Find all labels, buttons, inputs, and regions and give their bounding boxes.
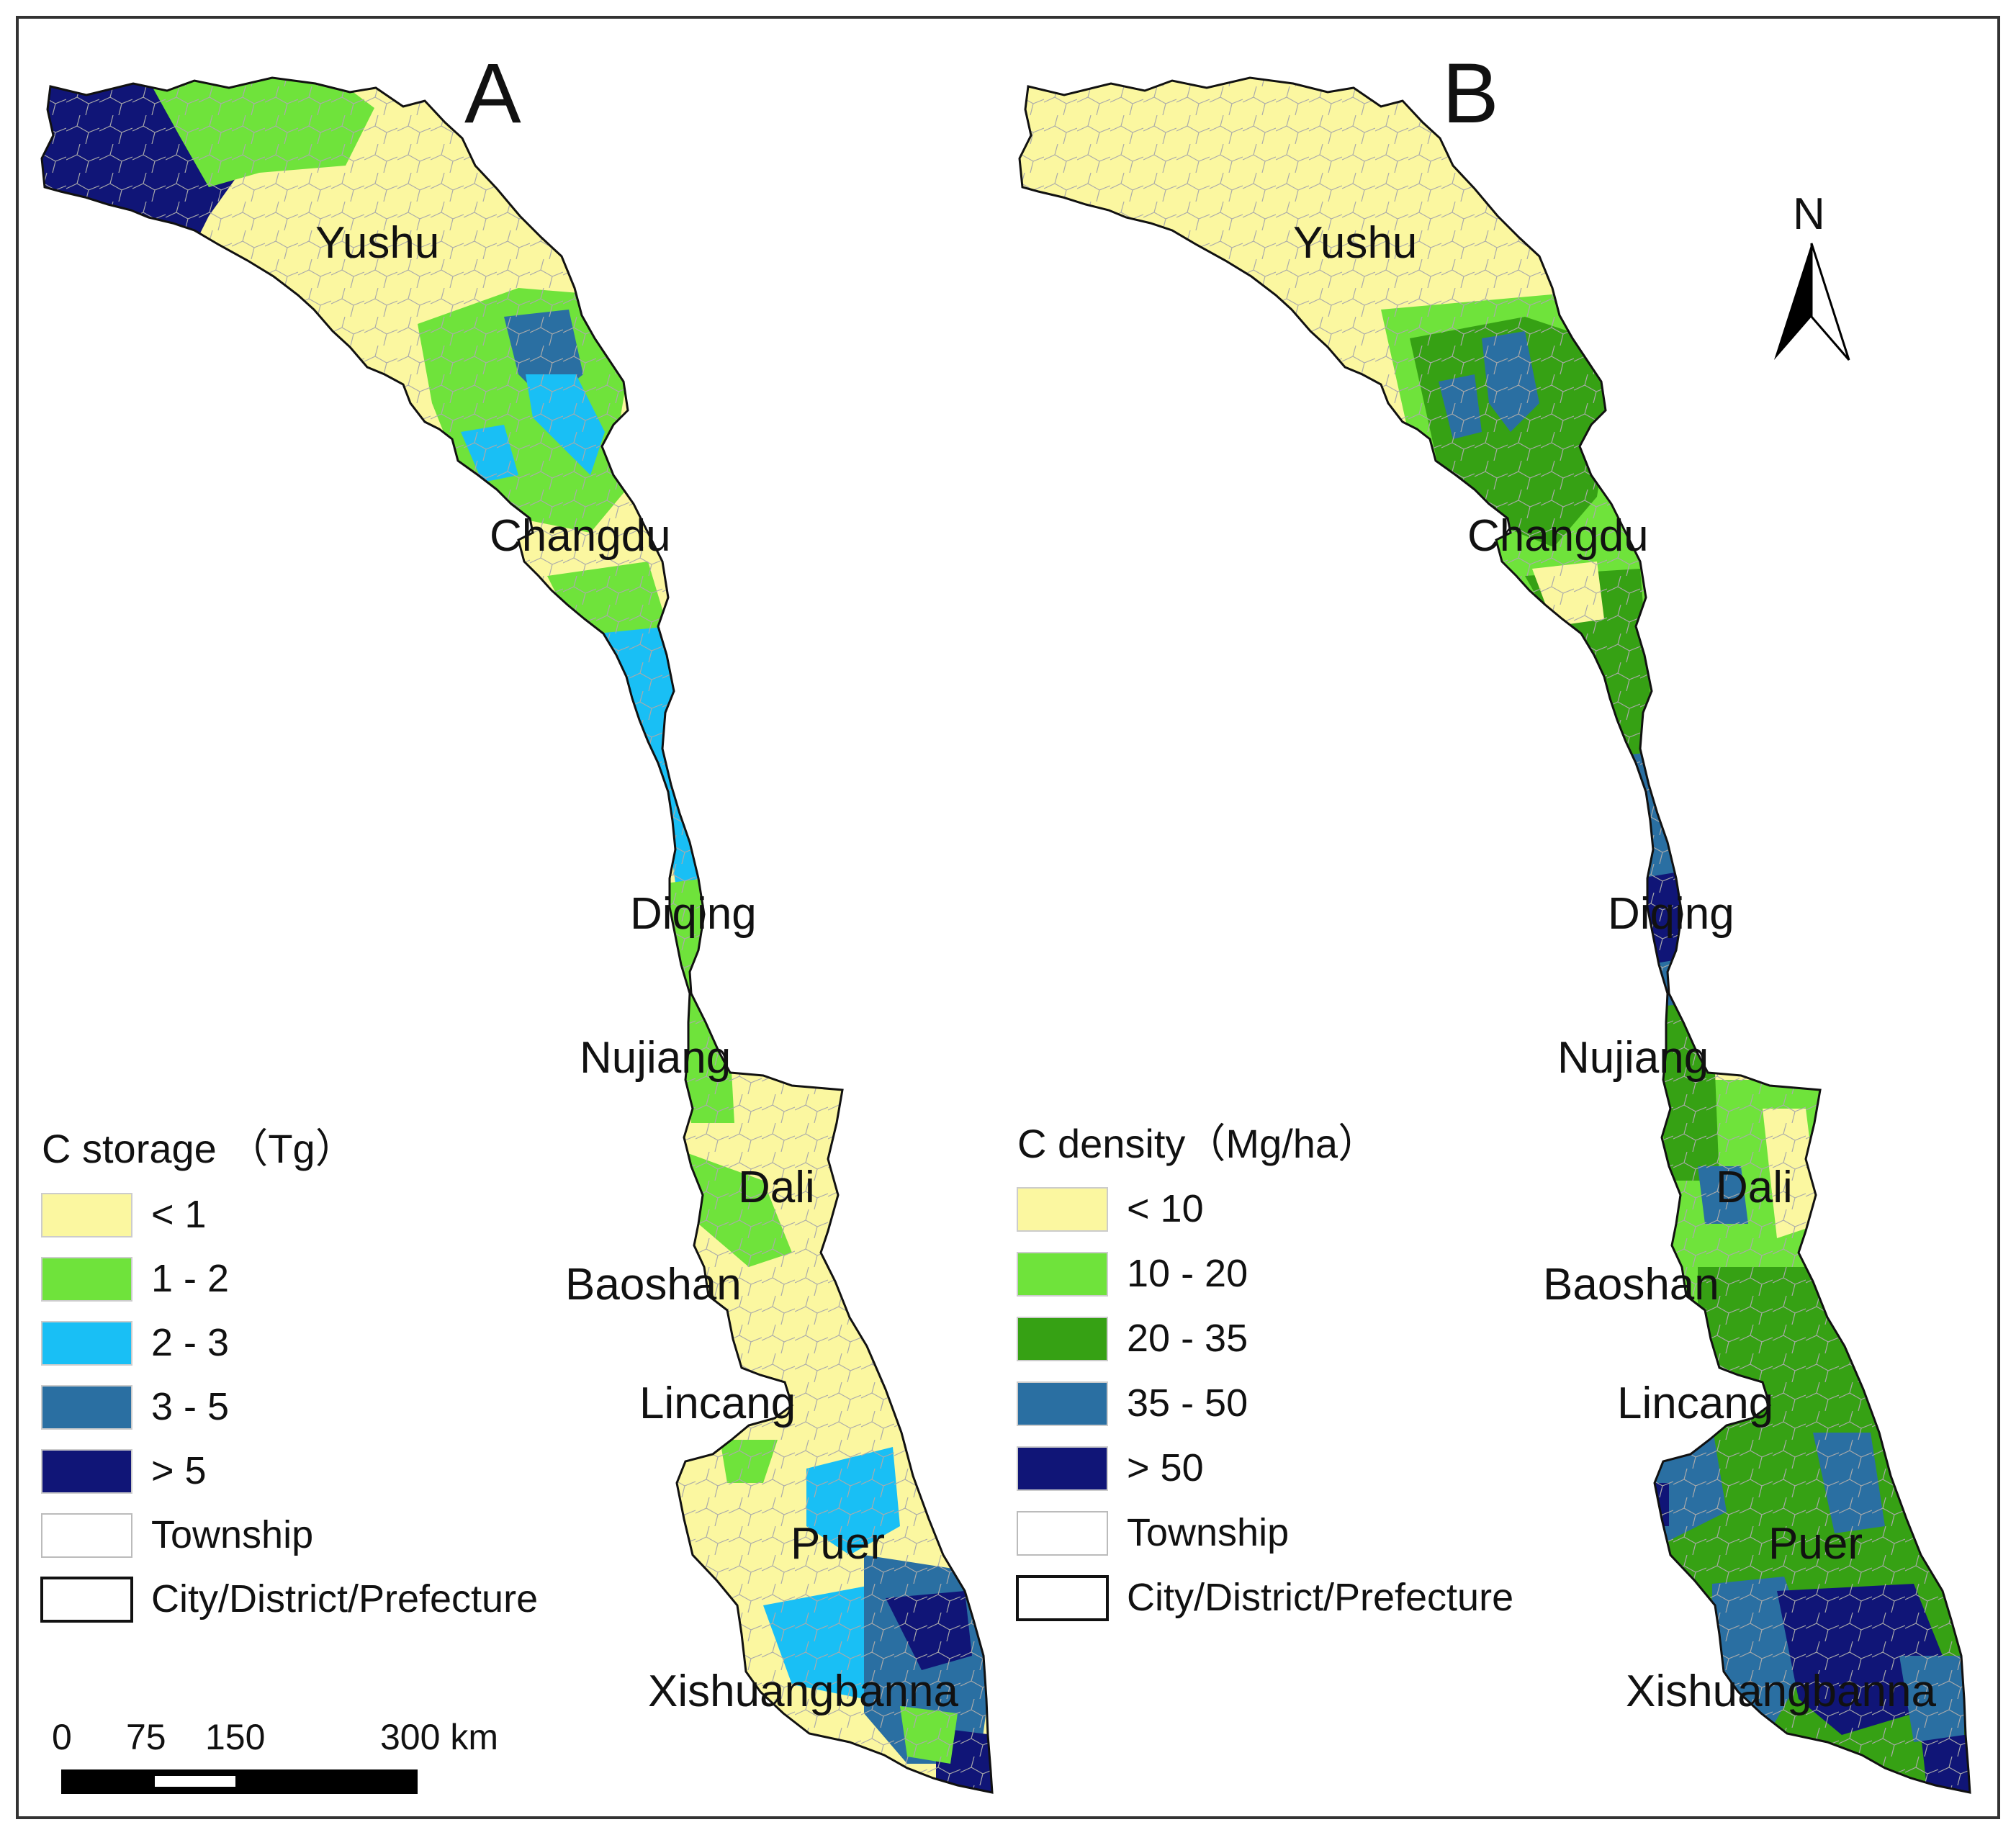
scale-bar-segment-white (155, 1776, 235, 1787)
legend-b-swatch-1 (1017, 1187, 1108, 1232)
place-label-yushu: Yushu (1293, 218, 1417, 268)
legend-b-title: C density（Mg/ha） (1017, 1121, 1378, 1166)
legend-a-swatch-4 (41, 1385, 132, 1430)
place-label-xishuangbanna: Xishuangbanna (648, 1667, 958, 1716)
north-arrow-right-half (1810, 243, 1850, 361)
place-label-yushu: Yushu (315, 218, 439, 268)
legend-a-swatch-2 (41, 1257, 132, 1302)
place-label-dali: Dali (1716, 1163, 1793, 1212)
place-label-puer: Puer (1768, 1519, 1863, 1569)
legend-b-swatch-3 (1017, 1317, 1108, 1361)
legend-a-label-3: 2 - 3 (151, 1321, 229, 1364)
legend-b-swatch-5 (1017, 1446, 1108, 1491)
scale-bar-outline (61, 1769, 418, 1794)
panel-a-letter: A (464, 46, 521, 141)
legend-a-label-2: 1 - 2 (151, 1257, 229, 1300)
outer-frame (16, 16, 2000, 1819)
scale-tick-label-300: 300 km (380, 1717, 498, 1757)
legend-b-swatch-township (1017, 1511, 1108, 1556)
panel-b-place-labels: Yushu Changdu Diqing Nujiang Dali Baosha… (1293, 218, 1936, 1716)
scale-tick-label-0: 0 (52, 1717, 72, 1757)
panel-b-legend: C density（Mg/ha） < 10 10 - 20 20 - 35 35… (1016, 1121, 1513, 1621)
legend-a-swatch-township (41, 1513, 132, 1558)
legend-a-label-township: Township (151, 1513, 313, 1556)
place-label-lincang: Lincang (639, 1379, 796, 1428)
legend-b-label-5: > 50 (1127, 1446, 1204, 1489)
legend-a-label-5: > 5 (151, 1449, 207, 1492)
north-arrow-label: N (1793, 189, 1825, 239)
place-label-nujiang: Nujiang (1557, 1033, 1709, 1083)
legend-a-swatch-1 (41, 1193, 132, 1237)
place-label-changdu: Changdu (1467, 511, 1649, 561)
legend-b-label-township: Township (1127, 1511, 1289, 1554)
panel-a: A Yushu Changdu Diqing Nujiang Dali Baos… (40, 46, 994, 1794)
legend-a-swatch-boundary (40, 1577, 133, 1623)
place-label-diqing: Diqing (630, 889, 757, 939)
place-label-baoshan: Baoshan (565, 1260, 742, 1309)
scale-tick-label-150: 150 (205, 1717, 265, 1757)
panel-b-letter: B (1442, 46, 1499, 141)
legend-a-swatch-3 (41, 1321, 132, 1366)
legend-a-label-4: 3 - 5 (151, 1385, 229, 1428)
legend-b-label-1: < 10 (1127, 1187, 1204, 1230)
legend-b-label-3: 20 - 35 (1127, 1317, 1248, 1360)
legend-b-swatch-boundary (1016, 1575, 1109, 1621)
place-label-xishuangbanna: Xishuangbanna (1626, 1667, 1936, 1716)
legend-b-label-4: 35 - 50 (1127, 1381, 1248, 1425)
legend-b-label-2: 10 - 20 (1127, 1252, 1248, 1295)
place-label-dali: Dali (738, 1163, 815, 1212)
panel-a-place-labels: Yushu Changdu Diqing Nujiang Dali Baosha… (315, 218, 958, 1716)
legend-a-label-1: < 1 (151, 1193, 207, 1236)
place-label-diqing: Diqing (1608, 889, 1734, 939)
north-arrow-left-half (1774, 243, 1812, 360)
legend-b-swatch-2 (1017, 1252, 1108, 1297)
place-label-nujiang: Nujiang (580, 1033, 731, 1083)
panel-b: B Yushu Changdu Diqing Nujiang Dali Baos… (1016, 46, 1971, 1794)
place-label-lincang: Lincang (1617, 1379, 1773, 1428)
legend-b-label-boundary: City/District/Prefecture (1127, 1576, 1513, 1619)
legend-b-swatch-4 (1017, 1381, 1108, 1426)
panel-a-legend: C storage （Tg） < 1 1 - 2 2 - 3 3 - 5 > 5… (40, 1126, 538, 1623)
scale-bar: 0 75 150 300 km (52, 1717, 498, 1794)
place-label-changdu: Changdu (490, 511, 671, 561)
legend-a-label-boundary: City/District/Prefecture (151, 1577, 538, 1620)
legend-a-title: C storage （Tg） (42, 1126, 356, 1171)
place-label-puer: Puer (791, 1519, 885, 1569)
legend-a-swatch-5 (41, 1449, 132, 1494)
north-arrow: N (1774, 189, 1850, 361)
scale-tick-label-75: 75 (126, 1717, 166, 1757)
place-label-baoshan: Baoshan (1543, 1260, 1719, 1309)
